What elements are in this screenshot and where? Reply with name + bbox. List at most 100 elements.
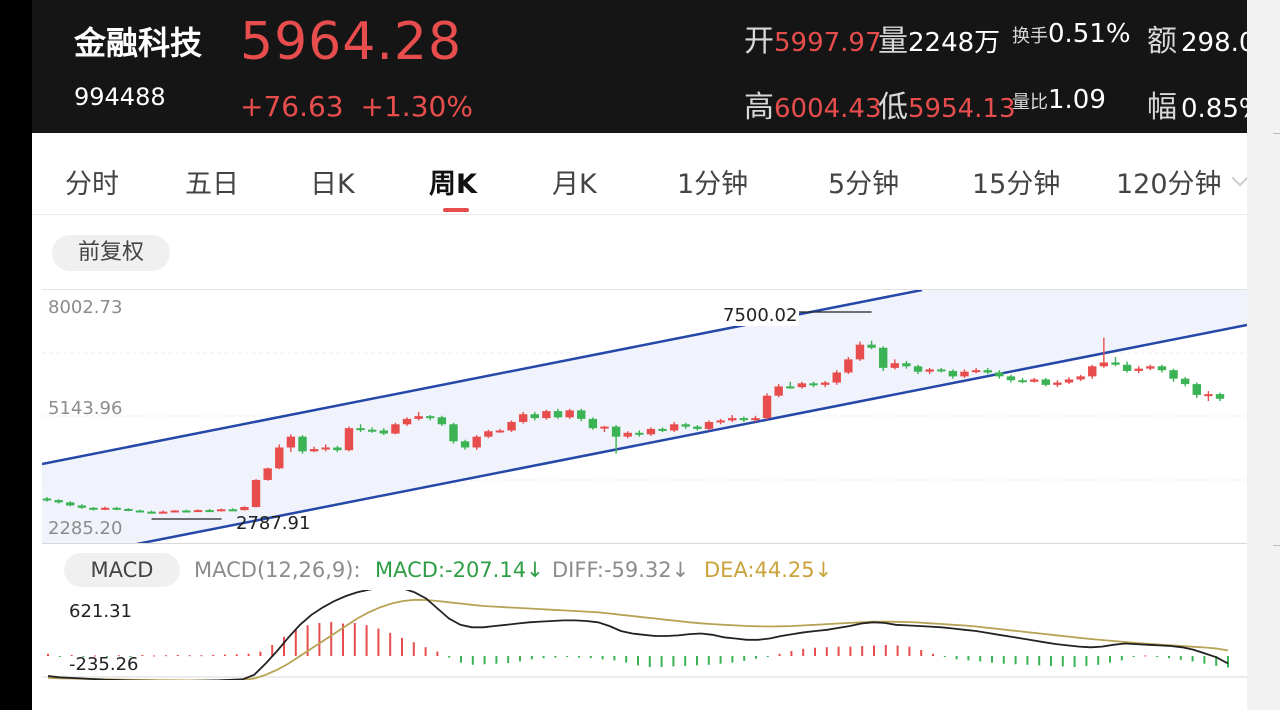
candle-body: [182, 510, 191, 513]
candle-body: [995, 372, 1004, 377]
macd-bar: [318, 623, 321, 656]
chart-bottom-border: [42, 543, 1247, 544]
candle-body: [1169, 370, 1178, 379]
tab-weekly-k[interactable]: 周K: [429, 169, 477, 200]
change-amount: +76.63: [240, 90, 344, 123]
kline-chart[interactable]: [42, 290, 1247, 544]
macd-bar: [967, 656, 970, 661]
candle-body: [704, 421, 714, 429]
macd-bar: [731, 656, 734, 663]
tab-five-day[interactable]: 五日: [185, 169, 239, 200]
macd-bar: [1144, 655, 1147, 657]
macd-bar: [896, 645, 899, 656]
y-axis-mid: 5143.96: [48, 398, 123, 419]
candle-body: [542, 411, 551, 419]
tab-15min[interactable]: 15分钟: [972, 169, 1061, 200]
macd-bar: [507, 656, 510, 664]
candle-body: [367, 429, 377, 432]
candle-body: [553, 411, 563, 418]
candle-body: [1099, 362, 1109, 367]
macd-y-top: 621.31: [69, 601, 132, 622]
macd-bar: [873, 645, 875, 656]
macd-selector[interactable]: MACD: [64, 553, 180, 587]
macd-bar: [235, 654, 238, 656]
macd-bar: [259, 651, 262, 656]
candle-body: [565, 410, 574, 418]
candle-body: [275, 447, 284, 469]
macd-bar: [436, 651, 439, 656]
macd-bar: [814, 647, 816, 656]
candle-body: [820, 382, 830, 385]
tab-daily-k[interactable]: 日K: [310, 169, 355, 200]
stat-volume: 量2248万: [878, 16, 1000, 60]
macd-bar: [1215, 656, 1218, 666]
volume-value: 2248万: [908, 28, 1001, 58]
candle-body: [623, 432, 632, 437]
candle-body: [298, 436, 307, 452]
macd-y-bottom: -235.26: [69, 654, 139, 675]
macd-params: MACD(12,26,9):: [194, 558, 361, 582]
tab-1min[interactable]: 1分钟: [677, 169, 749, 200]
macd-bar: [554, 656, 557, 658]
candle-body: [356, 428, 365, 431]
candle-body: [797, 383, 807, 388]
dea-line: [47, 598, 1229, 680]
low-annotation: 2787.91: [236, 513, 311, 534]
candle-body: [1064, 379, 1074, 383]
macd-bar: [460, 656, 462, 663]
candle-body: [507, 421, 516, 431]
candle-body: [611, 426, 621, 437]
candle-body: [158, 511, 168, 514]
macd-bar: [1227, 656, 1229, 668]
tab-120min[interactable]: 120分钟: [1116, 169, 1222, 200]
candle-body: [193, 510, 203, 513]
macd-bar: [401, 637, 403, 656]
candle-body: [786, 386, 795, 389]
dea-value: DEA:44.25↓: [704, 558, 833, 582]
tab-5min[interactable]: 5分钟: [828, 169, 900, 200]
candle-body: [751, 418, 760, 421]
candle-body: [263, 468, 272, 480]
candle-body: [286, 436, 296, 448]
candle-body: [1076, 376, 1085, 380]
diff-line: [47, 590, 1229, 680]
macd-bar: [790, 651, 793, 656]
macd-bar: [294, 629, 297, 656]
tab-intraday[interactable]: 分时: [65, 169, 119, 200]
candle-body: [217, 509, 226, 512]
macd-bar: [224, 654, 226, 656]
amount-label: 额: [1147, 24, 1177, 59]
candle-body: [577, 410, 586, 419]
candle-body: [100, 507, 110, 510]
macd-bar: [1191, 656, 1194, 662]
candle-body: [1146, 366, 1155, 369]
macd-bar: [58, 656, 61, 657]
candle-body: [1134, 368, 1143, 371]
candle-body: [1122, 364, 1132, 371]
high-value: 6004.43: [774, 94, 882, 124]
candle-body: [600, 426, 609, 429]
adjust-button[interactable]: 前复权: [52, 235, 170, 271]
macd-bar: [117, 655, 120, 657]
macd-bar: [70, 654, 73, 656]
macd-chart[interactable]: [42, 590, 1247, 680]
macd-bar: [578, 656, 580, 658]
macd-bar: [247, 653, 250, 656]
candle-body: [867, 344, 876, 348]
stat-volume-ratio: 量比1.09: [1012, 85, 1106, 115]
macd-bar: [955, 656, 958, 660]
chart-top-border: [42, 289, 1247, 290]
period-tabs: 分时 五日 日K 周K 月K 1分钟 5分钟 15分钟 120分钟: [32, 150, 1247, 215]
current-price: 5964.28: [240, 12, 463, 72]
macd-bar: [908, 646, 911, 656]
macd-bar: [696, 656, 698, 666]
volume-label: 量: [878, 24, 908, 59]
macd-bar: [837, 646, 840, 656]
macd-bar: [330, 621, 333, 656]
macd-bar: [153, 655, 156, 657]
quote-header: 金融科技 994488 5964.28 +76.63 +1.30% 开5997.…: [32, 0, 1247, 133]
macd-bar: [1073, 656, 1076, 667]
tab-monthly-k[interactable]: 月K: [552, 169, 597, 200]
candle-body: [925, 369, 934, 372]
right-edge-strip: [1247, 0, 1280, 710]
